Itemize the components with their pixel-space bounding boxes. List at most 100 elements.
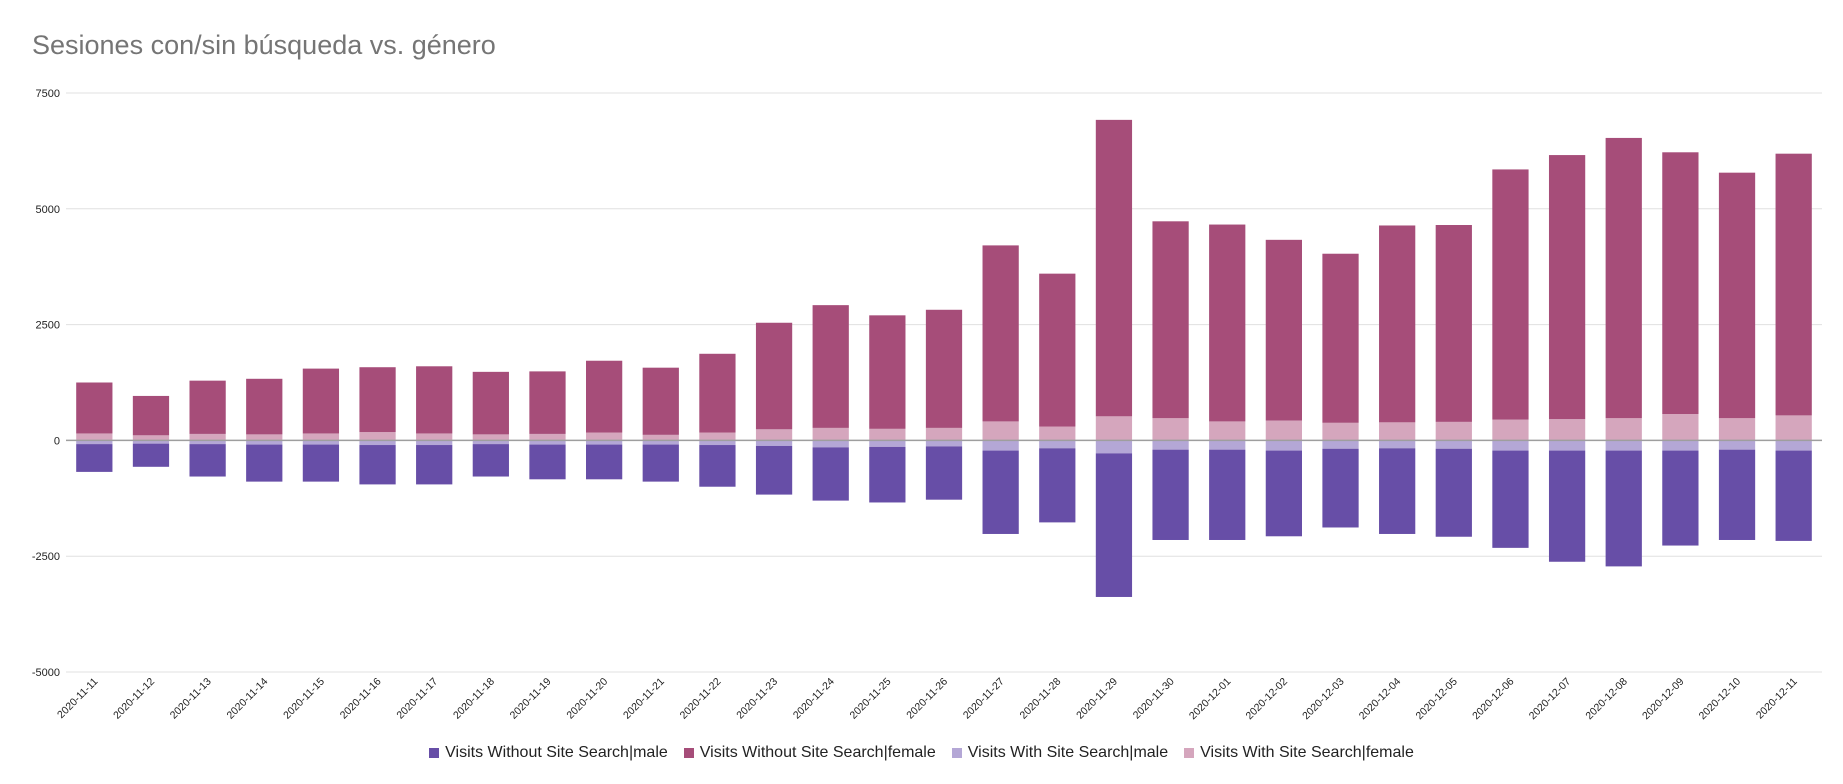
bar (1322, 253, 1359, 423)
bar (1322, 440, 1359, 449)
bar (246, 434, 283, 441)
bar (1492, 419, 1529, 441)
bar (1492, 450, 1529, 548)
bar (755, 445, 793, 495)
bar (699, 440, 736, 446)
bar (1548, 419, 1586, 441)
bar (1775, 450, 1812, 541)
bar (586, 444, 623, 480)
bar (1435, 225, 1472, 422)
bar (1662, 413, 1699, 441)
bar (869, 315, 906, 429)
legend-swatch (683, 748, 694, 758)
x-tick-label: 2020-12-04 (1357, 676, 1404, 723)
bar (1379, 422, 1416, 441)
x-tick-label: 2020-12-03 (1300, 676, 1347, 723)
legend-label: Visits Without Site Search|female (699, 744, 936, 761)
bar (812, 305, 849, 428)
bar (359, 367, 396, 433)
bar (76, 440, 113, 445)
bar (529, 433, 566, 441)
bar (1095, 440, 1133, 454)
bar (1605, 418, 1642, 441)
bar (1775, 153, 1812, 416)
x-tick-label: 2020-11-23 (734, 676, 780, 722)
bar (1209, 449, 1246, 540)
bar (982, 245, 1019, 422)
bar (1718, 449, 1756, 540)
bar (189, 444, 226, 477)
bar (1775, 415, 1812, 441)
bar (1039, 273, 1076, 427)
bar (132, 435, 170, 441)
bar (925, 440, 963, 447)
bar (472, 440, 509, 445)
bar (812, 440, 849, 448)
bar (359, 432, 396, 441)
bar (132, 395, 170, 436)
bar (76, 444, 113, 472)
bar (1718, 418, 1756, 441)
chart-title: Sesiones con/sin búsqueda vs. género (32, 30, 496, 60)
y-tick-label: 5000 (36, 204, 60, 216)
bar (529, 371, 566, 434)
bar (1548, 440, 1586, 451)
bar (1039, 440, 1076, 449)
bar (1379, 225, 1416, 423)
bar (76, 433, 113, 441)
legend-swatch (1184, 748, 1195, 758)
bar (1605, 440, 1642, 451)
bar (529, 444, 566, 480)
bar (1322, 422, 1359, 441)
bar (76, 382, 113, 434)
bar (472, 434, 509, 441)
bar (359, 440, 396, 446)
bar (1209, 224, 1246, 422)
bar (925, 446, 963, 500)
bar (416, 445, 453, 485)
bar (416, 366, 453, 434)
bar (189, 380, 226, 434)
bar (1605, 450, 1642, 567)
x-tick-label: 2020-11-20 (564, 676, 610, 722)
bar (416, 440, 453, 446)
bar (1209, 421, 1246, 441)
x-tick-label: 2020-11-26 (904, 676, 950, 722)
bar (699, 445, 736, 487)
bar (925, 427, 963, 441)
x-tick-label: 2020-11-16 (338, 676, 384, 722)
bar (189, 440, 226, 445)
x-tick-label: 2020-11-24 (791, 676, 837, 722)
x-tick-label: 2020-11-22 (678, 676, 724, 722)
bar (1039, 426, 1076, 441)
x-tick-label: 2020-12-07 (1527, 676, 1574, 723)
bar (982, 440, 1019, 451)
bar (1322, 448, 1359, 528)
bar (869, 428, 906, 441)
legend-label: Visits Without Site Search|male (445, 744, 668, 761)
x-tick-label: 2020-12-08 (1583, 676, 1630, 723)
y-tick-label: -5000 (32, 667, 60, 679)
bar (1435, 440, 1472, 449)
bar (1265, 420, 1302, 441)
bar (1548, 450, 1586, 562)
bar (1548, 155, 1586, 420)
bar (1265, 440, 1302, 451)
legend-item: Visits Without Site Search|female (683, 744, 936, 762)
bar (1605, 137, 1642, 419)
bar (472, 371, 509, 435)
x-tick-label: 2020-12-09 (1640, 676, 1687, 723)
legend-label: Visits With Site Search|male (967, 744, 1169, 761)
bar (1492, 440, 1529, 451)
bar (1379, 440, 1416, 449)
bar (642, 440, 679, 445)
bar (359, 445, 396, 485)
bar (586, 432, 623, 441)
bar (812, 427, 849, 441)
bar (1662, 450, 1699, 546)
x-tick-label: 2020-11-11 (55, 676, 100, 721)
bar (1718, 172, 1756, 419)
bar (1435, 448, 1472, 537)
bar (925, 309, 963, 428)
